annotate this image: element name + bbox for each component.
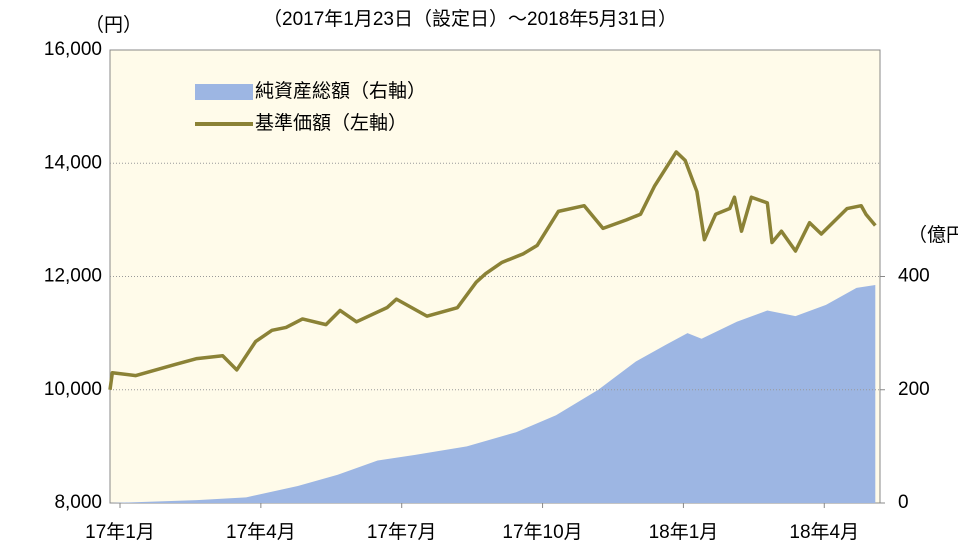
x-tick-label: 17年4月 <box>226 521 296 543</box>
y2-tick-label: 0 <box>898 492 909 513</box>
y-axis-label: （円） <box>85 14 142 36</box>
x-tick-label: 18年1月 <box>649 521 719 543</box>
x-tick-label: 18年4月 <box>789 521 859 543</box>
line <box>108 150 877 390</box>
y2-tick-label: 400 <box>898 266 930 287</box>
x-tick-label: 17年7月 <box>367 521 437 543</box>
y2-tick-label: 200 <box>898 379 930 400</box>
x-tick-label: 17年10月 <box>502 521 582 543</box>
y-tick-label: 10,000 <box>44 379 102 400</box>
y-tick-label: 8,000 <box>54 492 102 513</box>
y-tick-label: 14,000 <box>44 152 102 173</box>
x-tick-label: 17年1月 <box>85 521 155 543</box>
y2-axis-label: （億円） <box>908 224 958 246</box>
legend-label: 基準価額（左軸） <box>255 112 407 134</box>
legend-label: 純資産総額（右軸） <box>255 80 426 102</box>
legend-swatch <box>195 84 253 100</box>
y-tick-label: 16,000 <box>44 39 102 60</box>
y-tick-label: 12,000 <box>44 266 102 287</box>
chart-title: （2017年1月23日（設定日）～2018年5月31日） <box>263 8 677 30</box>
area <box>110 284 876 503</box>
